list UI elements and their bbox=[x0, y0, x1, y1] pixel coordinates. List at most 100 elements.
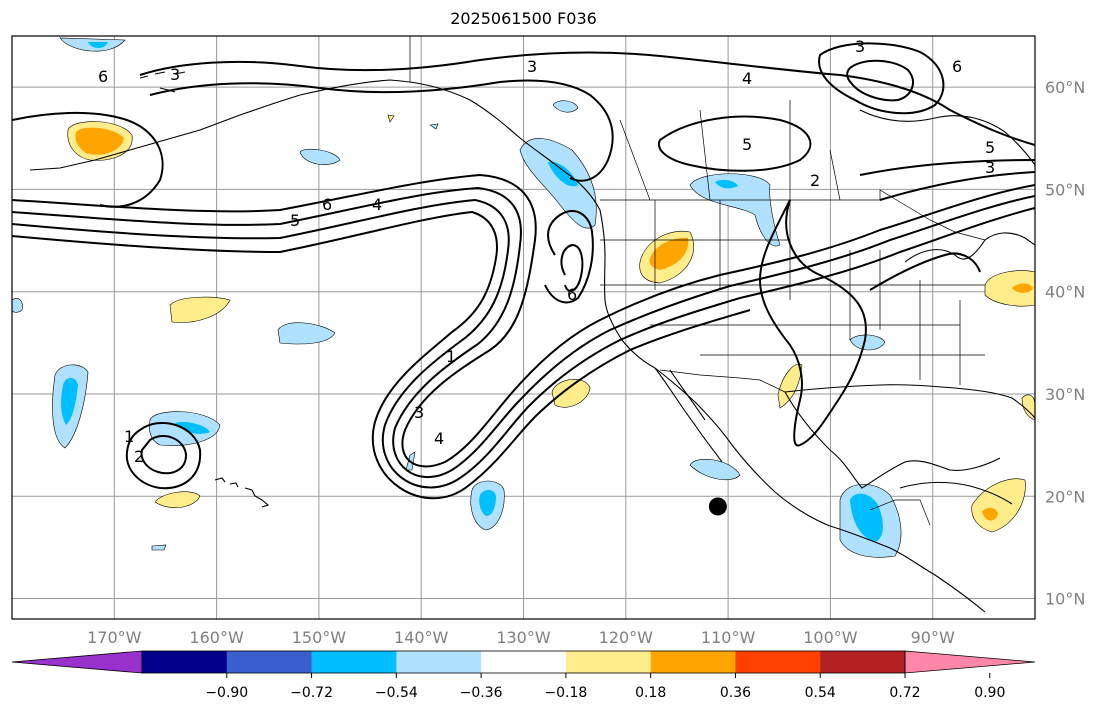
shade-orange-bering bbox=[75, 127, 124, 155]
colorbar-extend-low bbox=[11, 650, 143, 674]
shade-yellow-hawaii-s bbox=[154, 491, 201, 508]
shade-blue-pac-3-core bbox=[479, 489, 496, 516]
coast-central-america bbox=[829, 525, 986, 613]
border-canada-provinces bbox=[619, 100, 841, 201]
colorbar-label-5: 0.18 bbox=[635, 685, 666, 701]
coast-aleutian-islands bbox=[139, 71, 186, 93]
map-area[interactable]: 6 3 3 4 5 3 6 5 3 2 6 5 4 6 1 3 4 1 2 bbox=[12, 36, 1035, 619]
colorbar-segment-5 bbox=[565, 651, 652, 673]
contour-gulf-inner bbox=[149, 79, 614, 182]
contour-bc-loop bbox=[544, 210, 594, 304]
shade-yellow-small-1 bbox=[387, 114, 395, 123]
contour-canada-high bbox=[657, 115, 812, 172]
contour-hawaii-low bbox=[125, 421, 202, 490]
contour-label-layer: 6 3 3 4 5 3 6 5 3 2 6 5 4 6 1 3 4 1 2 bbox=[98, 37, 995, 466]
latitude-labels: 60°N 50°N 40°N 30°N 20°N 10°N bbox=[1045, 78, 1085, 608]
colorbar-segment-1 bbox=[226, 651, 313, 673]
coast-california-mx bbox=[654, 367, 831, 527]
location-marker bbox=[708, 497, 727, 516]
colorbar-label-9: 0.90 bbox=[974, 685, 1005, 701]
contour-label-2-us: 2 bbox=[810, 171, 820, 190]
contour-label-3-n: 3 bbox=[527, 57, 537, 76]
colorbar-label-3: −0.36 bbox=[460, 685, 503, 701]
contour-label-4-n: 4 bbox=[742, 69, 752, 88]
contour-east bbox=[859, 159, 1035, 201]
contour-label-6-pac: 6 bbox=[322, 195, 332, 214]
colorbar-segment-4 bbox=[481, 651, 567, 673]
shade-blue-montana-core bbox=[715, 179, 738, 189]
colorbar-segment-3 bbox=[396, 651, 482, 673]
contour-hawaii-low-inner bbox=[140, 435, 188, 475]
contour-ne-high-inner bbox=[846, 59, 914, 102]
contour-ne-high bbox=[818, 42, 945, 115]
contour-arc-3 bbox=[12, 198, 1035, 489]
shade-blue-montana bbox=[689, 173, 781, 247]
shade-blue-pac-1 bbox=[277, 322, 336, 345]
lon-label-3: 140°W bbox=[394, 628, 449, 647]
shade-yellow-pac-1 bbox=[169, 296, 231, 323]
colorbar-segment-8 bbox=[820, 651, 906, 673]
shade-blue-bc-coast bbox=[519, 138, 597, 229]
coast-gulf-north bbox=[784, 384, 1035, 419]
lon-label-4: 130°W bbox=[496, 628, 551, 647]
contour-label-3-ne: 3 bbox=[855, 37, 865, 56]
map-frame bbox=[11, 35, 1036, 620]
contour-bc-loop-inner bbox=[560, 243, 584, 292]
colorbar-segment-6 bbox=[650, 651, 736, 673]
shade-blue-bc-north bbox=[552, 100, 579, 113]
contour-arc-2 bbox=[12, 186, 1035, 478]
colorbar-segment-0 bbox=[142, 651, 228, 673]
shade-blue-small-3 bbox=[151, 544, 167, 551]
contour-label-3-sw: 3 bbox=[414, 403, 424, 422]
colorbar-segment-2 bbox=[311, 651, 397, 673]
shade-yellow-baja-w bbox=[551, 379, 591, 408]
shade-orange-idaho bbox=[649, 237, 689, 270]
longitude-labels: 170°W 160°W 150°W 140°W 130°W 120°W 110°W 100°W… bbox=[87, 628, 955, 647]
coast-cuba bbox=[899, 481, 1013, 505]
lat-label-0: 60°N bbox=[1045, 78, 1085, 97]
contour-label-6-bc: 6 bbox=[567, 285, 577, 304]
contour-label-6-nw: 6 bbox=[98, 67, 108, 86]
coast-baja bbox=[654, 367, 723, 463]
contour-label-5-pac: 5 bbox=[290, 211, 300, 230]
colorbar-outline bbox=[141, 650, 906, 674]
lat-label-3: 30°N bbox=[1045, 385, 1085, 404]
contour-label-3-nw: 3 bbox=[170, 65, 180, 84]
map-title: 2025061500 F036 bbox=[450, 9, 597, 28]
coast-hawaii bbox=[214, 477, 270, 508]
shade-blue-mexico-s-core bbox=[850, 493, 883, 542]
shade-blue-aleutian-core bbox=[88, 42, 108, 48]
contour-arc-4 bbox=[12, 210, 751, 499]
coast-bc bbox=[519, 137, 606, 256]
shade-orange-caribbean bbox=[982, 507, 998, 521]
contour-label-2-hawaii: 2 bbox=[134, 447, 144, 466]
lat-label-4: 20°N bbox=[1045, 487, 1085, 506]
colorbar-label-6: 0.36 bbox=[720, 685, 751, 701]
contour-label-4-pac: 4 bbox=[372, 195, 382, 214]
coast-alaska-peninsula bbox=[29, 94, 301, 171]
shade-blue-hawaii-core bbox=[175, 422, 210, 434]
colorbar-label-7: 0.54 bbox=[805, 685, 836, 701]
lon-label-6: 110°W bbox=[701, 628, 756, 647]
lat-label-1: 50°N bbox=[1045, 180, 1085, 199]
lat-label-5: 10°N bbox=[1045, 590, 1085, 609]
lon-label-2: 150°W bbox=[292, 628, 347, 647]
colorbar-label-4: −0.18 bbox=[544, 685, 587, 701]
contour-layer bbox=[12, 42, 1035, 499]
contour-label-1-pac: 1 bbox=[446, 347, 456, 366]
coast-great-lakes bbox=[904, 232, 1035, 263]
colorbar-segment-7 bbox=[735, 651, 821, 673]
colorbar-label-0: −0.90 bbox=[205, 685, 248, 701]
gridlines bbox=[12, 36, 1035, 619]
shading-layer bbox=[12, 37, 1035, 558]
shade-blue-texas bbox=[849, 334, 886, 351]
coast-gulf-mexico bbox=[784, 391, 1001, 489]
coast-pacific-nw bbox=[604, 254, 656, 369]
lat-label-2: 40°N bbox=[1045, 283, 1085, 302]
contour-label-1-hawaii: 1 bbox=[124, 427, 134, 446]
contour-us-trough bbox=[758, 199, 981, 447]
contour-gulf-loop bbox=[12, 51, 1035, 208]
shade-blue-pac-2-core bbox=[61, 377, 78, 425]
shade-blue-far-west bbox=[12, 298, 23, 313]
